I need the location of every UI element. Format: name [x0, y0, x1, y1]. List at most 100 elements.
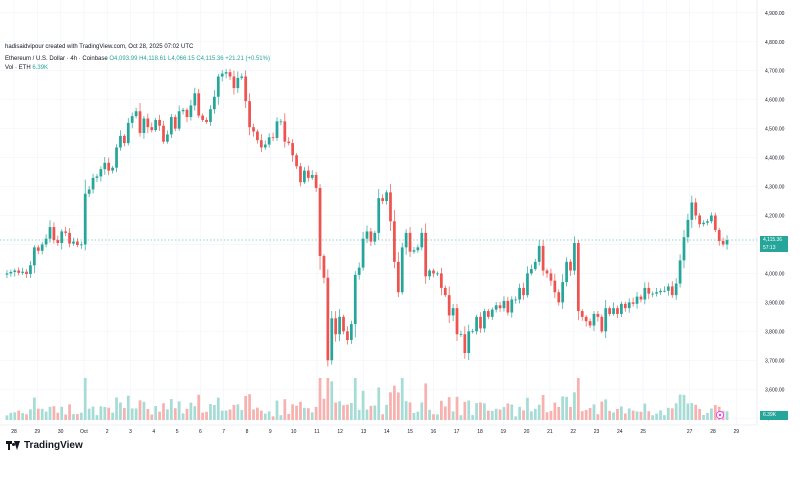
volume-bar — [213, 405, 216, 420]
candle-body — [545, 270, 549, 274]
volume-tag: 6.39K — [760, 411, 788, 420]
tradingview-logo-icon — [6, 441, 20, 450]
volume-bar — [326, 378, 330, 420]
volume-bar — [643, 403, 647, 420]
candle-body — [279, 121, 283, 123]
candle-body — [177, 111, 181, 129]
candle-body — [694, 202, 698, 216]
x-tick-label: 18 — [477, 429, 483, 435]
volume-bar — [565, 396, 568, 420]
candle-body — [400, 247, 404, 293]
volume-bar — [138, 400, 142, 420]
candle-body — [553, 280, 557, 293]
y-tick-label: 4,800.00 — [765, 40, 785, 46]
candle-body — [580, 311, 584, 317]
volume-bar — [541, 395, 545, 420]
volume-bar — [83, 378, 87, 420]
volume-bar — [25, 414, 28, 420]
symbol-label[interactable]: Ethereum / U.S. Dollar · 4h · Coinbase — [5, 56, 108, 62]
volume-bar — [287, 413, 291, 420]
candle-body — [674, 283, 678, 296]
x-tick-label: 8 — [246, 429, 249, 435]
candle-body — [310, 174, 314, 178]
volume-bar — [479, 402, 482, 420]
y-tick-label: 3,800.00 — [765, 329, 785, 335]
candle-body — [643, 287, 647, 300]
volume-bar — [9, 412, 13, 420]
volume-bar — [596, 414, 600, 420]
volume-label[interactable]: Vol · ETH — [5, 65, 31, 71]
volume-bar — [526, 397, 529, 420]
x-tick-label: 5 — [176, 429, 179, 435]
candle-body — [209, 109, 212, 122]
candle-body — [36, 247, 40, 251]
candle-body — [498, 305, 502, 309]
x-tick-label: 27 — [687, 429, 693, 435]
candle-body — [236, 77, 240, 89]
candle-body — [596, 313, 600, 317]
volume-bar — [142, 401, 146, 420]
candle-body — [256, 131, 259, 141]
volume-bar — [537, 404, 541, 420]
volume-bar — [220, 410, 224, 420]
volume-bar — [318, 378, 322, 420]
candle-body — [702, 222, 705, 225]
candle-body — [146, 118, 150, 128]
volume-bar — [44, 411, 48, 420]
candle-body — [666, 286, 670, 291]
volume-bar — [150, 414, 154, 420]
x-tick-label: 30 — [58, 429, 64, 435]
volume-bar — [279, 415, 283, 420]
brand[interactable]: TradingView — [6, 440, 83, 451]
volume-bar — [428, 409, 431, 420]
last-price-value: 4,115.36 — [763, 237, 783, 243]
volume-bar — [295, 405, 298, 420]
volume-bar — [647, 411, 651, 420]
volume-bar — [60, 406, 64, 420]
candle-body — [655, 292, 658, 294]
volume-bar — [334, 402, 338, 420]
volume-bar — [95, 415, 99, 420]
volume-bar — [263, 413, 267, 420]
x-tick-label: 2 — [106, 429, 109, 435]
candle-body — [306, 170, 310, 178]
volume-bar — [216, 397, 220, 420]
y-tick-label: 4,600.00 — [765, 98, 785, 104]
volume-value: 6.39K — [32, 65, 49, 71]
candle-body — [303, 170, 306, 183]
candle-body — [130, 116, 134, 123]
candle-body — [25, 271, 28, 274]
volume-bar — [64, 414, 68, 420]
volume-bar — [623, 413, 627, 420]
volume-bar — [393, 385, 396, 420]
volume-bar — [122, 407, 126, 420]
volume-bar — [620, 406, 623, 420]
candle-body — [107, 162, 111, 171]
candle-body — [502, 300, 506, 309]
volume-bar — [252, 409, 255, 420]
candle-body — [623, 303, 627, 309]
candle-body — [381, 198, 385, 202]
candle-body — [349, 324, 353, 341]
candle-body — [299, 166, 302, 183]
candle-body — [283, 121, 287, 142]
volume-bar — [432, 414, 435, 420]
y-tick-label: 4,200.00 — [765, 214, 785, 220]
candle-body — [361, 238, 365, 268]
candle-body — [510, 299, 514, 313]
candle-body — [631, 302, 635, 304]
volume-bar — [240, 410, 244, 420]
candle-body — [416, 247, 420, 251]
volume-bar — [48, 406, 52, 420]
volume-bar — [314, 406, 318, 420]
volume-bar — [573, 392, 576, 420]
volume-bar — [197, 394, 201, 420]
y-tick-label: 4,700.00 — [765, 69, 785, 75]
candle-body — [295, 155, 298, 167]
volume-bar — [686, 403, 690, 420]
candle-body — [44, 238, 48, 245]
candle-body — [126, 122, 130, 144]
candle-body — [627, 302, 631, 309]
volume-bar — [181, 413, 185, 420]
